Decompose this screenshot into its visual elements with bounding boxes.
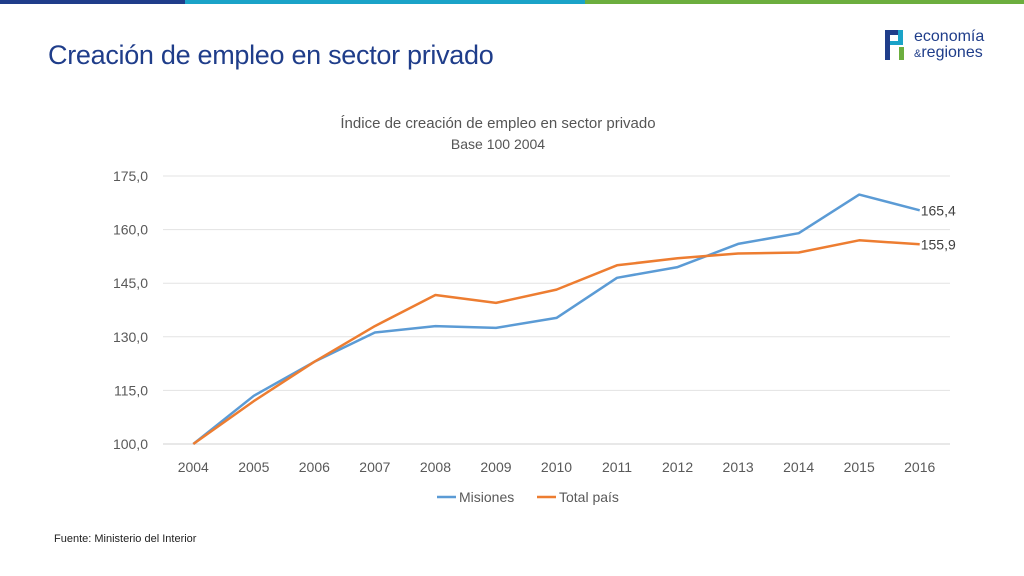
series-line-total-país — [192, 239, 920, 446]
y-tick-label: 115,0 — [114, 382, 148, 398]
x-tick-label: 2007 — [359, 459, 390, 475]
logo-line1: economía — [914, 28, 985, 45]
logo-line2: &regiones — [914, 44, 983, 62]
end-data-label: 165,4 — [921, 202, 956, 218]
x-tick-label: 2016 — [904, 459, 935, 475]
end-data-label: 155,9 — [921, 236, 956, 252]
x-tick-label: 2004 — [178, 459, 209, 475]
x-tick-label: 2013 — [723, 459, 754, 475]
x-tick-label: 2015 — [844, 459, 875, 475]
logo-line2-text: regiones — [921, 44, 983, 61]
chart-title: Índice de creación de empleo en sector p… — [340, 115, 655, 132]
legend-label: Misiones — [459, 489, 514, 505]
x-tick-label: 2010 — [541, 459, 572, 475]
x-tick-label: 2006 — [299, 459, 330, 475]
logo-r-icon — [885, 30, 904, 60]
y-tick-label: 145,0 — [113, 275, 148, 291]
logo-amp: & — [914, 48, 922, 60]
x-tick-label: 2005 — [238, 459, 269, 475]
y-tick-label: 175,0 — [113, 168, 148, 184]
economia-regiones-logo: economía &regiones — [885, 26, 1005, 66]
x-tick-label: 2012 — [662, 459, 693, 475]
y-tick-label: 130,0 — [113, 329, 148, 345]
x-tick-label: 2014 — [783, 459, 814, 475]
y-tick-label: 100,0 — [113, 436, 148, 452]
series-line-misiones — [192, 193, 921, 445]
slide-title: Creación de empleo en sector privado — [48, 40, 494, 70]
x-tick-label: 2009 — [480, 459, 511, 475]
chart-subtitle: Base 100 2004 — [451, 136, 545, 152]
x-tick-label: 2011 — [602, 459, 632, 475]
top-color-bar — [0, 0, 1024, 4]
y-tick-label: 160,0 — [113, 222, 148, 238]
legend-label: Total país — [559, 489, 619, 505]
source-note: Fuente: Ministerio del Interior — [54, 533, 197, 545]
x-tick-label: 2008 — [420, 459, 451, 475]
